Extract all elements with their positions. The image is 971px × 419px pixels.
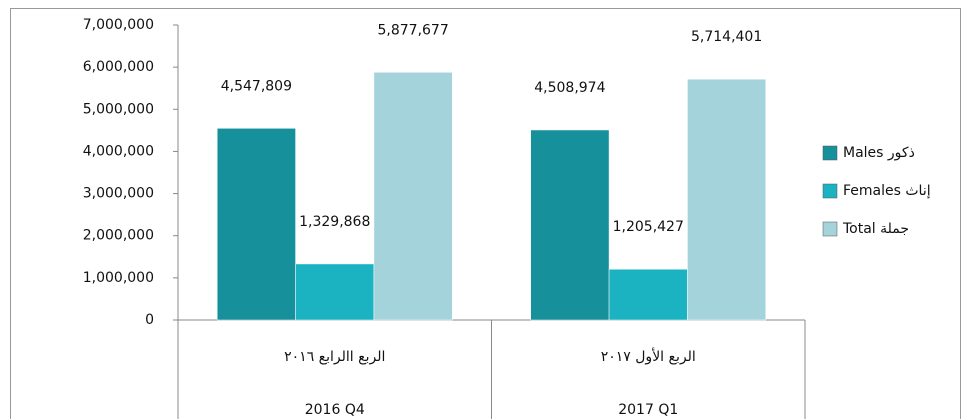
- legend-label: Total جملة: [842, 221, 909, 237]
- legend-swatch: [822, 221, 838, 237]
- bar: [295, 263, 375, 321]
- bar: [216, 128, 296, 321]
- y-tick-label: 6,000,000: [83, 59, 154, 75]
- y-tick-label: 0: [145, 312, 154, 328]
- x-category-label: 2017 Q1: [618, 402, 678, 418]
- y-tick-label: 5,000,000: [83, 101, 154, 117]
- y-tick-label: 4,000,000: [83, 143, 154, 159]
- x-category-label: 2016 Q4: [305, 402, 365, 418]
- value-label: 5,877,677: [377, 22, 448, 38]
- legend-swatch: [822, 183, 838, 199]
- value-label: 4,547,809: [221, 78, 292, 94]
- y-tick-label: 1,000,000: [83, 270, 154, 286]
- x-category-label: الربع االرابع ٢٠١٦: [284, 349, 385, 365]
- y-tick-label: 7,000,000: [83, 17, 154, 33]
- value-label: 1,205,427: [613, 219, 684, 235]
- value-label: 5,714,401: [691, 29, 762, 45]
- x-category-label: الربع الأول ٢٠١٧: [601, 347, 696, 365]
- y-tick-label: 2,000,000: [83, 228, 154, 244]
- legend-label: Females إناث: [843, 183, 931, 199]
- legend-swatch: [822, 145, 838, 161]
- y-tick-label: 3,000,000: [83, 186, 154, 202]
- value-label: 1,329,868: [299, 214, 370, 230]
- value-label: 4,508,974: [534, 80, 605, 96]
- bar: [608, 268, 688, 321]
- chart-border: [10, 8, 961, 419]
- bar: [530, 129, 610, 321]
- bar: [373, 72, 453, 321]
- bar: [687, 78, 767, 321]
- legend-label: Males ذكور: [843, 145, 915, 161]
